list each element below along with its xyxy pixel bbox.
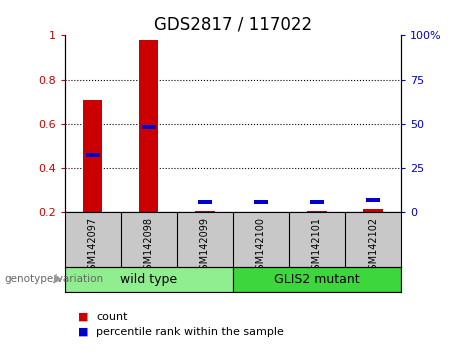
Text: genotype/variation: genotype/variation bbox=[5, 274, 104, 284]
Text: GSM142099: GSM142099 bbox=[200, 217, 210, 276]
Bar bbox=[83, 99, 102, 212]
Bar bbox=[86, 153, 100, 157]
Text: ■: ■ bbox=[78, 312, 89, 322]
Text: count: count bbox=[96, 312, 127, 322]
Text: GSM142102: GSM142102 bbox=[368, 217, 378, 276]
Bar bbox=[142, 125, 156, 129]
Text: GSM142097: GSM142097 bbox=[88, 217, 98, 276]
Bar bbox=[198, 200, 212, 205]
Bar bbox=[310, 200, 324, 205]
Bar bbox=[307, 211, 327, 212]
Bar bbox=[254, 200, 268, 205]
Bar bbox=[233, 267, 401, 292]
Bar bbox=[363, 209, 383, 212]
Text: wild type: wild type bbox=[120, 273, 177, 286]
Text: ■: ■ bbox=[78, 327, 89, 337]
Text: ▶: ▶ bbox=[54, 274, 62, 284]
Bar bbox=[366, 198, 380, 202]
Bar bbox=[139, 40, 159, 212]
Text: GSM142100: GSM142100 bbox=[256, 217, 266, 276]
Text: GSM142098: GSM142098 bbox=[144, 217, 154, 276]
Text: GLIS2 mutant: GLIS2 mutant bbox=[274, 273, 360, 286]
Text: percentile rank within the sample: percentile rank within the sample bbox=[96, 327, 284, 337]
Bar bbox=[65, 267, 233, 292]
Title: GDS2817 / 117022: GDS2817 / 117022 bbox=[154, 16, 312, 34]
Text: GSM142101: GSM142101 bbox=[312, 217, 322, 276]
Bar bbox=[195, 211, 214, 212]
